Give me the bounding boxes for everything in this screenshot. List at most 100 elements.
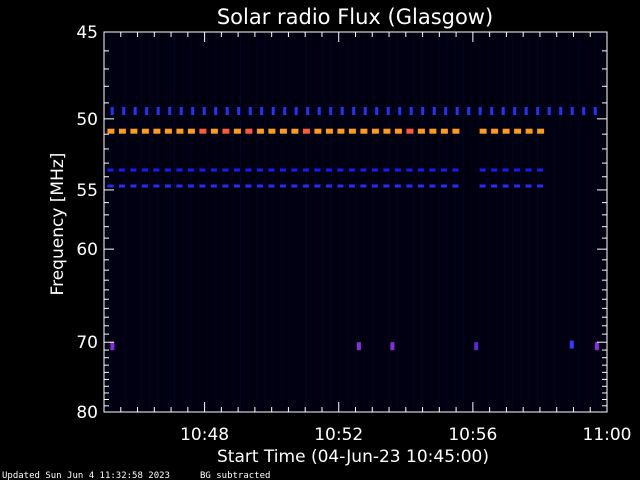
band-segment (314, 168, 321, 172)
band-segment (294, 107, 298, 115)
background-streak (438, 32, 439, 412)
emission-spot (474, 342, 479, 351)
background-streak (388, 32, 390, 412)
band-segment (490, 107, 494, 115)
y-tick-label: 70 (76, 333, 98, 353)
band-segment (302, 128, 310, 134)
background-streak (355, 32, 357, 412)
chart-title: Solar radio Flux (Glasgow) (217, 5, 493, 29)
band-segment (187, 128, 195, 134)
footer-updated: Updated Sun Jun 4 11:32:58 2023 (2, 471, 170, 480)
band-segment (371, 184, 378, 188)
band-segment (325, 184, 332, 188)
background-streak (512, 32, 514, 412)
band-segment (199, 168, 206, 172)
background-streak (207, 32, 208, 412)
emission-spot (356, 342, 361, 351)
band-segment (348, 184, 355, 188)
band-segment (371, 128, 379, 134)
band-segment (176, 184, 183, 188)
band-segment (130, 184, 137, 188)
band-segment (383, 128, 391, 134)
band-segment (271, 107, 275, 115)
band-segment (537, 168, 544, 172)
background-streak (462, 32, 464, 412)
band-segment (187, 184, 194, 188)
band-segment (432, 107, 436, 115)
y-tick-label: 60 (76, 240, 98, 260)
background-streak (314, 32, 316, 412)
background-streak (132, 32, 134, 412)
background-streak (347, 32, 349, 412)
emission-spot (594, 342, 599, 351)
background-streak (248, 32, 250, 412)
background-streak (256, 32, 258, 412)
band-segment (363, 107, 367, 115)
band-segment (141, 128, 149, 134)
x-axis-label: Start Time (04-Jun-23 10:45:00) (217, 447, 489, 467)
background-streak (429, 32, 431, 412)
band-segment (191, 107, 195, 115)
background-streak (141, 32, 142, 412)
background-streak (297, 32, 299, 412)
band-segment (153, 184, 160, 188)
band-segment (329, 107, 333, 115)
band-segment (429, 184, 436, 188)
band-segment (394, 184, 401, 188)
background-streak (149, 32, 151, 412)
band-segment (360, 184, 367, 188)
band-segment (525, 168, 532, 172)
band-segment (118, 168, 125, 172)
band-segment (337, 184, 344, 188)
band-segment (325, 128, 333, 134)
footer-note: BG subtracted (200, 471, 270, 480)
band-segment (225, 107, 229, 115)
band-segment (176, 128, 184, 134)
background-streak (124, 32, 126, 412)
band-segment (302, 184, 309, 188)
band-segment (233, 184, 240, 188)
band-segment (375, 107, 379, 115)
band-segment (444, 107, 448, 115)
background-streak (479, 32, 481, 412)
band-segment (133, 107, 137, 115)
band-segment (479, 184, 486, 188)
band-segment (501, 107, 505, 115)
background-streak (594, 32, 596, 412)
band-segment (537, 184, 544, 188)
band-segment (141, 184, 148, 188)
band-segment (214, 107, 218, 115)
band-segment (122, 107, 126, 115)
y-tick-label: 45 (76, 23, 98, 43)
band-segment (156, 107, 160, 115)
band-segment (279, 128, 287, 134)
band-segment (153, 168, 160, 172)
band-segment (187, 168, 194, 172)
band-segment (452, 168, 459, 172)
background-streak (504, 32, 505, 412)
band-segment (268, 168, 275, 172)
band-segment (340, 107, 344, 115)
band-segment (502, 168, 509, 172)
band-segment (491, 128, 499, 134)
band-segment (409, 107, 413, 115)
band-segment (337, 128, 345, 134)
background-streak (231, 32, 233, 412)
band-segment (283, 107, 287, 115)
band-segment (199, 184, 206, 188)
background-streak (116, 32, 118, 412)
band-segment (279, 184, 286, 188)
band-segment (478, 107, 482, 115)
background-streak (561, 32, 563, 412)
band-segment (383, 168, 390, 172)
band-segment (398, 107, 402, 115)
emission-spot (110, 342, 115, 351)
band-segment (502, 184, 509, 188)
background-streak (528, 32, 530, 412)
background-streak (380, 32, 382, 412)
band-segment (582, 107, 586, 115)
background-streak (578, 32, 580, 412)
background-streak (520, 32, 522, 412)
background-streak (289, 32, 291, 412)
band-segment (371, 168, 378, 172)
